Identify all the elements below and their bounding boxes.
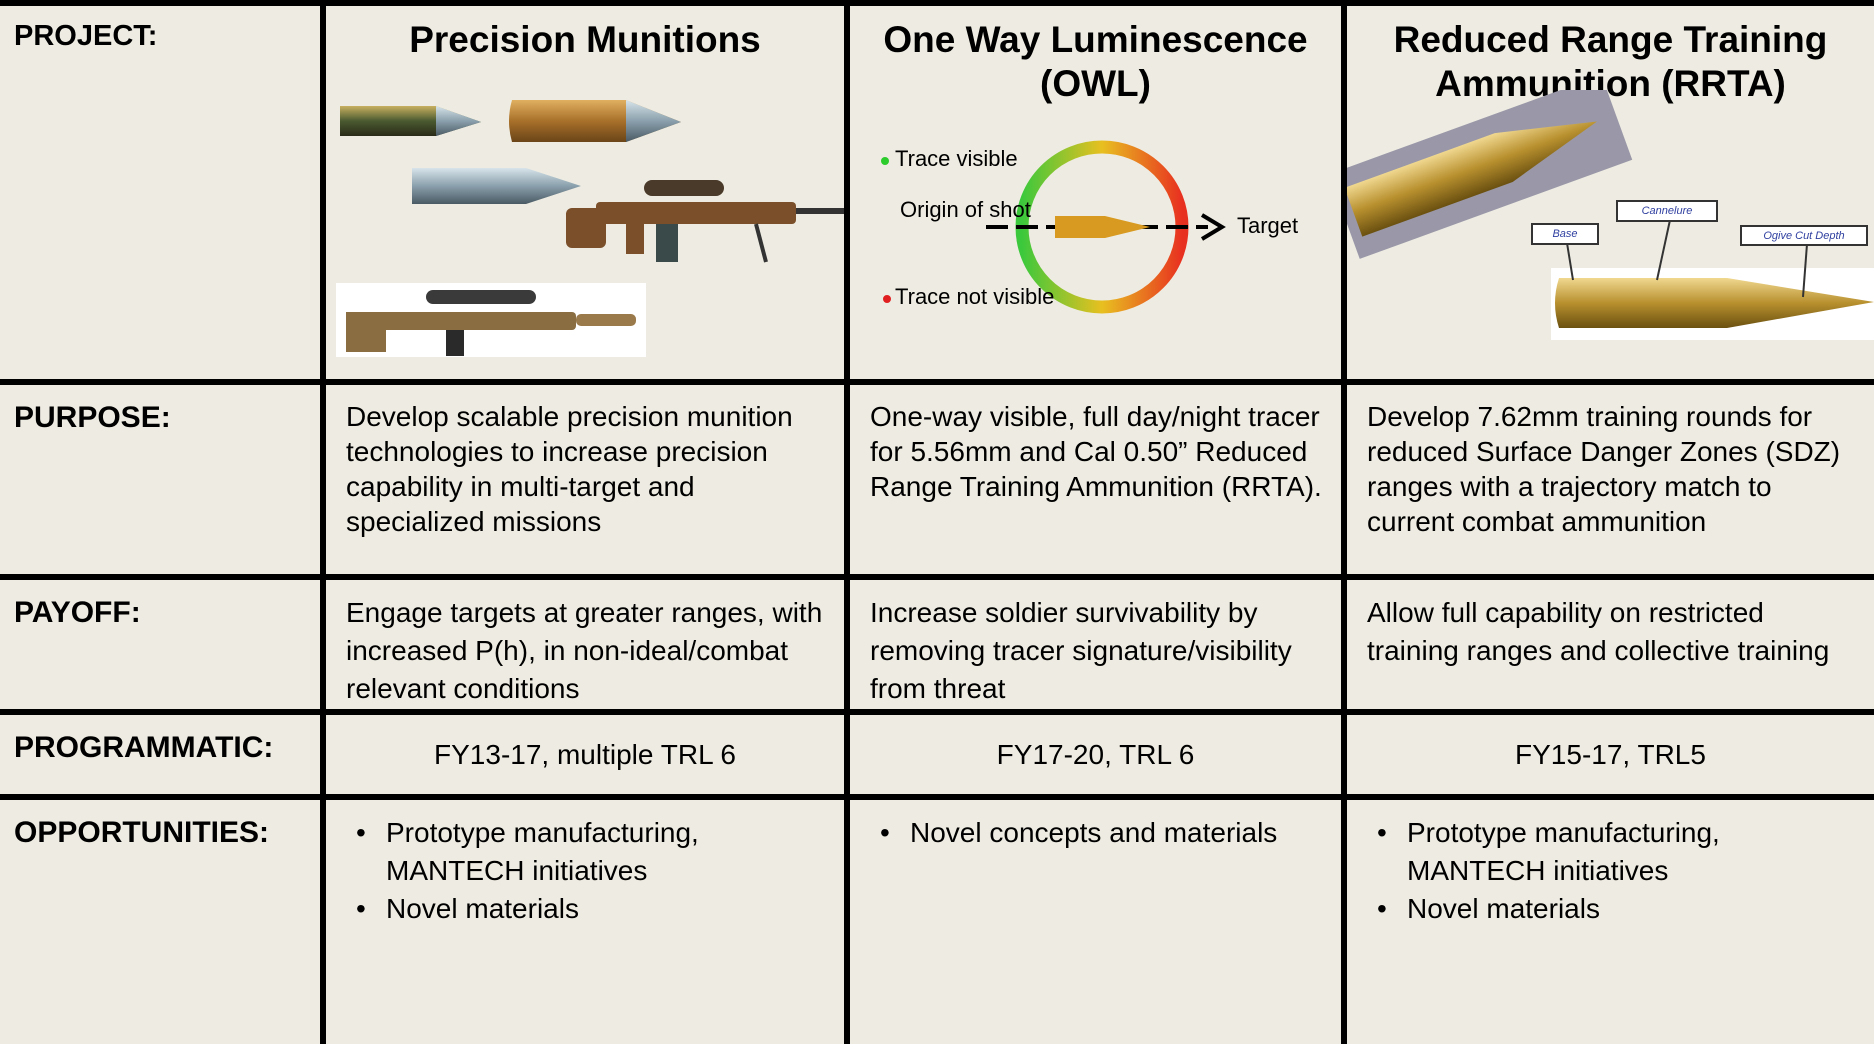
diagram-label: Origin of shot (900, 197, 1031, 222)
cell: FY13-17, multiple TRL 6 (434, 739, 736, 770)
bullet-item: Prototype manufacturing, MANTECH initiat… (356, 814, 828, 890)
rrta-diagram: Base Cannelure Ogive Cut Depth (1347, 90, 1874, 340)
border (0, 574, 1874, 580)
cell: FY17-20, TRL 6 (996, 739, 1195, 770)
border (1341, 0, 1347, 1044)
row-label: PROGRAMMATIC: (14, 731, 274, 764)
diagram-label: Cannelure (1642, 205, 1693, 217)
cell: Increase soldier survivability by removi… (870, 597, 1292, 704)
bullet-item: Novel concepts and materials (880, 814, 1325, 852)
column-title: One Way Luminescence (OWL) (883, 19, 1308, 104)
cell: One-way visible, full day/night tracer f… (870, 401, 1322, 502)
diagram-label: Target (1237, 213, 1298, 238)
border (0, 709, 1874, 715)
diagram-label: Ogive Cut Depth (1763, 230, 1844, 242)
cell: FY15-17, TRL5 (1515, 739, 1706, 770)
border (0, 0, 1874, 6)
cell: Prototype manufacturing, MANTECH initiat… (326, 800, 844, 1044)
bullet-list: Prototype manufacturing, MANTECH initiat… (346, 814, 828, 928)
cell: Novel concepts and materials (850, 800, 1341, 1044)
column-title: Precision Munitions (409, 19, 761, 60)
row-label: PURPOSE: (14, 401, 171, 434)
cell: Develop scalable precision munition tech… (346, 401, 793, 537)
owl-diagram: Trace visible Origin of shot Target Trac… (881, 140, 1298, 314)
bullet-item: Novel materials (356, 890, 828, 928)
munitions-image (336, 100, 844, 357)
border (844, 0, 850, 1044)
cell: Prototype manufacturing, MANTECH initiat… (1347, 800, 1874, 1044)
bullet-list: Novel concepts and materials (870, 814, 1325, 852)
row-label: PAYOFF: (14, 596, 141, 629)
cell: Allow full capability on restricted trai… (1367, 597, 1830, 666)
diagram-label: Trace visible (895, 146, 1018, 171)
cell: Develop 7.62mm training rounds for reduc… (1367, 401, 1841, 537)
bullet-item: Prototype manufacturing, MANTECH initiat… (1377, 814, 1858, 890)
cell: Engage targets at greater ranges, with i… (346, 597, 823, 704)
diagram-label: Trace not visible (895, 284, 1054, 309)
row-label: PROJECT: (14, 20, 158, 52)
border (0, 794, 1874, 800)
bullet-item: Novel materials (1377, 890, 1858, 928)
border (0, 379, 1874, 385)
bullet-list: Prototype manufacturing, MANTECH initiat… (1367, 814, 1858, 928)
border (320, 0, 326, 1044)
row-label: OPPORTUNITIES: (14, 816, 270, 849)
diagram-label: Base (1552, 228, 1577, 240)
column-title: Reduced Range Training Ammunition (RRTA) (1393, 19, 1828, 104)
